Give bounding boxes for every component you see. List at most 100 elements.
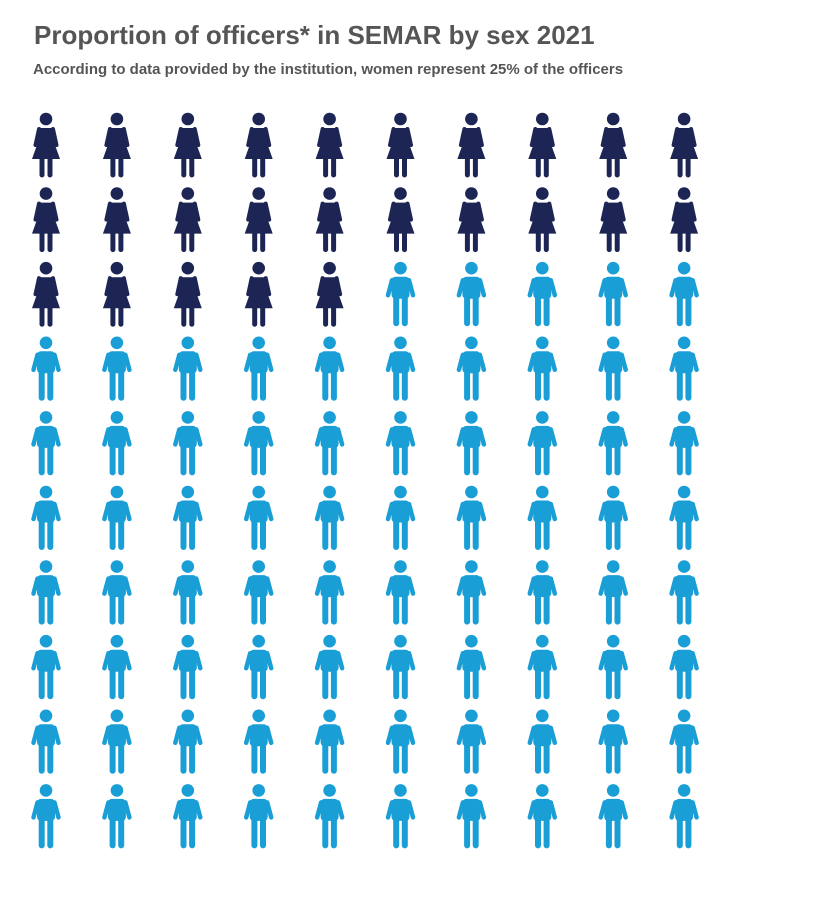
man-icon: [243, 411, 274, 476]
man-icon: [527, 485, 558, 550]
man-icon: [669, 784, 699, 849]
man-icon: [598, 485, 628, 550]
man-icon: [314, 709, 345, 774]
man-icon: [31, 560, 61, 625]
woman-icon: [670, 112, 699, 178]
man-icon: [598, 336, 628, 401]
woman-icon: [102, 261, 131, 327]
woman-icon: [457, 187, 486, 253]
man-icon: [102, 634, 132, 700]
man-icon: [456, 560, 487, 625]
woman-icon: [315, 187, 344, 253]
man-icon: [385, 411, 416, 476]
woman-icon: [173, 112, 202, 178]
man-icon: [598, 784, 628, 849]
man-icon: [173, 411, 203, 476]
man-icon: [243, 784, 274, 849]
man-icon: [669, 634, 699, 700]
man-icon: [456, 411, 487, 476]
woman-icon: [528, 112, 557, 178]
man-icon: [669, 709, 699, 774]
man-icon: [385, 485, 416, 550]
man-icon: [598, 261, 628, 327]
man-icon: [173, 485, 203, 550]
man-icon: [527, 634, 558, 700]
woman-icon: [386, 187, 415, 253]
woman-icon: [244, 187, 273, 253]
woman-icon: [244, 261, 273, 327]
man-icon: [385, 634, 416, 700]
woman-icon: [457, 112, 486, 178]
woman-icon: [528, 187, 557, 253]
woman-icon: [315, 261, 344, 327]
man-icon: [31, 634, 61, 700]
man-icon: [173, 634, 203, 700]
man-icon: [314, 485, 345, 550]
man-icon: [314, 784, 345, 849]
man-icon: [243, 485, 274, 550]
man-icon: [669, 261, 699, 327]
man-icon: [102, 411, 132, 476]
man-icon: [669, 411, 699, 476]
woman-icon: [244, 112, 273, 178]
man-icon: [102, 709, 132, 774]
man-icon: [102, 560, 132, 625]
man-icon: [314, 634, 345, 700]
man-icon: [527, 261, 558, 327]
man-icon: [385, 336, 416, 401]
man-icon: [102, 336, 132, 401]
man-icon: [527, 784, 558, 849]
man-icon: [669, 336, 699, 401]
chart-title: Proportion of officers* in SEMAR by sex …: [34, 20, 595, 50]
man-icon: [527, 560, 558, 625]
man-icon: [598, 411, 628, 476]
man-icon: [314, 411, 345, 476]
man-icon: [314, 336, 345, 401]
man-icon: [598, 709, 628, 774]
man-icon: [385, 560, 416, 625]
woman-icon: [599, 112, 628, 178]
man-icon: [385, 709, 416, 774]
man-icon: [173, 709, 203, 774]
chart-subtitle: According to data provided by the instit…: [33, 61, 624, 78]
man-icon: [669, 560, 699, 625]
man-icon: [385, 261, 416, 327]
woman-icon: [670, 187, 699, 253]
man-icon: [456, 634, 487, 700]
man-icon: [243, 560, 274, 625]
man-icon: [31, 336, 61, 401]
woman-icon: [32, 112, 60, 178]
woman-icon: [32, 261, 60, 327]
man-icon: [669, 485, 699, 550]
man-icon: [527, 411, 558, 476]
woman-icon: [386, 112, 415, 178]
woman-icon: [173, 261, 202, 327]
man-icon: [243, 336, 274, 401]
man-icon: [527, 709, 558, 774]
woman-icon: [102, 187, 131, 253]
man-icon: [243, 709, 274, 774]
man-icon: [102, 485, 132, 550]
man-icon: [456, 261, 487, 327]
man-icon: [173, 336, 203, 401]
man-icon: [456, 485, 487, 550]
man-icon: [102, 784, 132, 849]
man-icon: [173, 560, 203, 625]
man-icon: [173, 784, 203, 849]
man-icon: [456, 336, 487, 401]
man-icon: [31, 411, 61, 476]
woman-icon: [599, 187, 628, 253]
woman-icon: [32, 187, 60, 253]
man-icon: [31, 485, 61, 550]
man-icon: [31, 784, 61, 849]
man-icon: [456, 709, 487, 774]
man-icon: [527, 336, 558, 401]
man-icon: [456, 784, 487, 849]
man-icon: [598, 634, 628, 700]
man-icon: [243, 634, 274, 700]
woman-icon: [173, 187, 202, 253]
man-icon: [314, 560, 345, 625]
man-icon: [385, 784, 416, 849]
man-icon: [598, 560, 628, 625]
